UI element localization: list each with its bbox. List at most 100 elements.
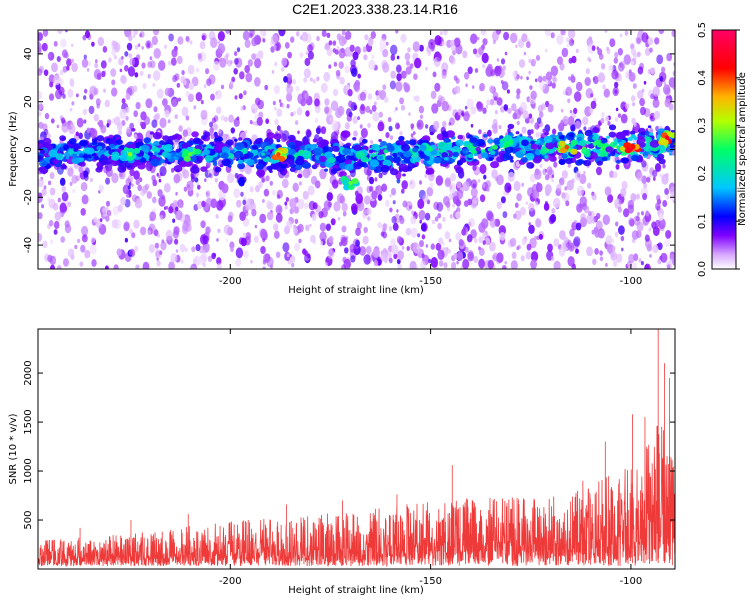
spectrogram-cell (297, 223, 304, 233)
spectrogram-cell (396, 123, 400, 129)
spectrogram-cell (135, 264, 140, 269)
spectrogram-cell (521, 182, 525, 187)
spectrogram-cell (436, 201, 444, 212)
x-tick-label: -150 (419, 576, 442, 587)
spectrogram-cell (126, 126, 132, 134)
spectrogram-cell (168, 33, 174, 42)
spectrogram-peak (504, 134, 512, 141)
spectrogram-cell (637, 212, 640, 216)
spectrogram-cell (592, 77, 596, 81)
spectrogram-cell (519, 101, 528, 113)
spectrogram-cell (417, 198, 425, 209)
spectrogram-cell (307, 44, 313, 53)
spectrogram-cell (402, 200, 408, 208)
spectrogram-cell (293, 110, 296, 116)
spectrogram-cell (124, 65, 129, 72)
spectrogram-cell (259, 30, 266, 37)
spectrogram-cell (396, 178, 401, 184)
spectrogram-cell (474, 68, 479, 73)
spectrogram-cell (375, 186, 379, 191)
spectrogram-cell (420, 223, 427, 232)
spectrogram-cell (137, 43, 141, 48)
spectrogram-band-cell (561, 153, 568, 159)
spectrogram-band-cell (599, 150, 609, 158)
spectrogram-cell (134, 72, 139, 78)
spectrogram-cell (448, 122, 452, 126)
spectrogram-cell (510, 260, 518, 269)
spectrogram-cell (314, 117, 319, 124)
spectrogram-cell (141, 46, 144, 50)
spectrogram-cell (609, 38, 616, 48)
spectrogram-band-cell (143, 137, 151, 144)
spectrogram-cell (216, 200, 224, 211)
spectrogram-cell (165, 205, 169, 210)
spectrogram-cell (602, 84, 606, 90)
spectrogram-cell (397, 250, 404, 261)
spectrogram-cell (381, 183, 388, 192)
spectrogram-band-cell (55, 153, 64, 161)
spectrogram-cell (659, 255, 663, 260)
spectrogram-cell (624, 103, 630, 110)
spectrogram-band-cell (150, 158, 160, 167)
spectrogram-cell (647, 37, 654, 46)
spectrogram-cell (406, 246, 410, 251)
spectrogram-peak-core (664, 135, 670, 140)
spectrogram-cell (503, 31, 510, 41)
y-tick-label: 1500 (23, 409, 34, 434)
spectrogram-cell (125, 116, 129, 121)
spectrogram-cell (386, 41, 389, 46)
spectrogram-band-cell (307, 147, 311, 151)
spectrogram-cell (591, 218, 596, 225)
spectrogram-cell (611, 69, 619, 80)
spectrogram-cell (502, 211, 508, 219)
spectrogram-cell (210, 93, 215, 101)
spectrogram-cell (105, 200, 111, 207)
spectrogram-cell (140, 226, 147, 236)
spectrogram-cell (510, 32, 518, 44)
spectrogram-cell (419, 219, 423, 224)
spectrogram-cell (99, 218, 103, 222)
spectrogram-cell (262, 266, 266, 269)
spectrogram-cell (489, 241, 496, 252)
spectrogram-cell (536, 182, 540, 187)
spectrogram-cell (338, 61, 344, 69)
spectrogram-cell (589, 107, 594, 114)
spectrogram-cell (341, 202, 348, 212)
spectrogram-cell (281, 178, 289, 189)
spectrogram-peak (351, 178, 359, 185)
spectrogram-cell (481, 52, 489, 64)
spectrogram-cell (53, 257, 56, 262)
spectrogram-cell (72, 188, 76, 194)
chart-title: C2E1.2023.338.23.14.R16 (292, 1, 458, 17)
spectrogram-band-cell (131, 128, 136, 132)
spectrogram-cell (117, 204, 123, 213)
spectrogram-cell (325, 223, 331, 231)
spectrogram-band-cell (333, 164, 339, 169)
spectrogram-cell (217, 40, 221, 45)
spectrogram-cell (314, 98, 320, 107)
spectrogram-cell (67, 201, 72, 208)
spectrogram-cell (159, 166, 167, 177)
spectrogram-band-cell (289, 167, 296, 173)
spectrogram-cell (38, 101, 44, 111)
spectrogram-cell (199, 254, 207, 266)
spectrogram-cell (170, 167, 175, 173)
spectrogram-cell (479, 194, 486, 203)
spectrogram-band-cell (609, 151, 616, 157)
spectrogram-cell (304, 57, 311, 67)
spectrogram-peak (342, 179, 350, 186)
spectrogram-cell (561, 30, 566, 36)
spectrogram-band-cell (441, 152, 449, 158)
spectrogram-cell (53, 220, 60, 230)
spectrogram-cell (332, 40, 337, 46)
spectrogram-cell (281, 66, 285, 72)
spectrogram-cell (666, 52, 673, 62)
spectrogram-band-cell (193, 138, 201, 144)
spectrogram-cell (60, 236, 65, 243)
spectrogram-cell (534, 169, 542, 180)
spectrogram-cell (89, 85, 97, 97)
snr-x-axis-label: Height of straight line (km) (288, 585, 424, 596)
spectrogram-cell (635, 215, 640, 222)
spectrogram-cell (323, 71, 331, 82)
spectrogram-cell (378, 173, 382, 179)
